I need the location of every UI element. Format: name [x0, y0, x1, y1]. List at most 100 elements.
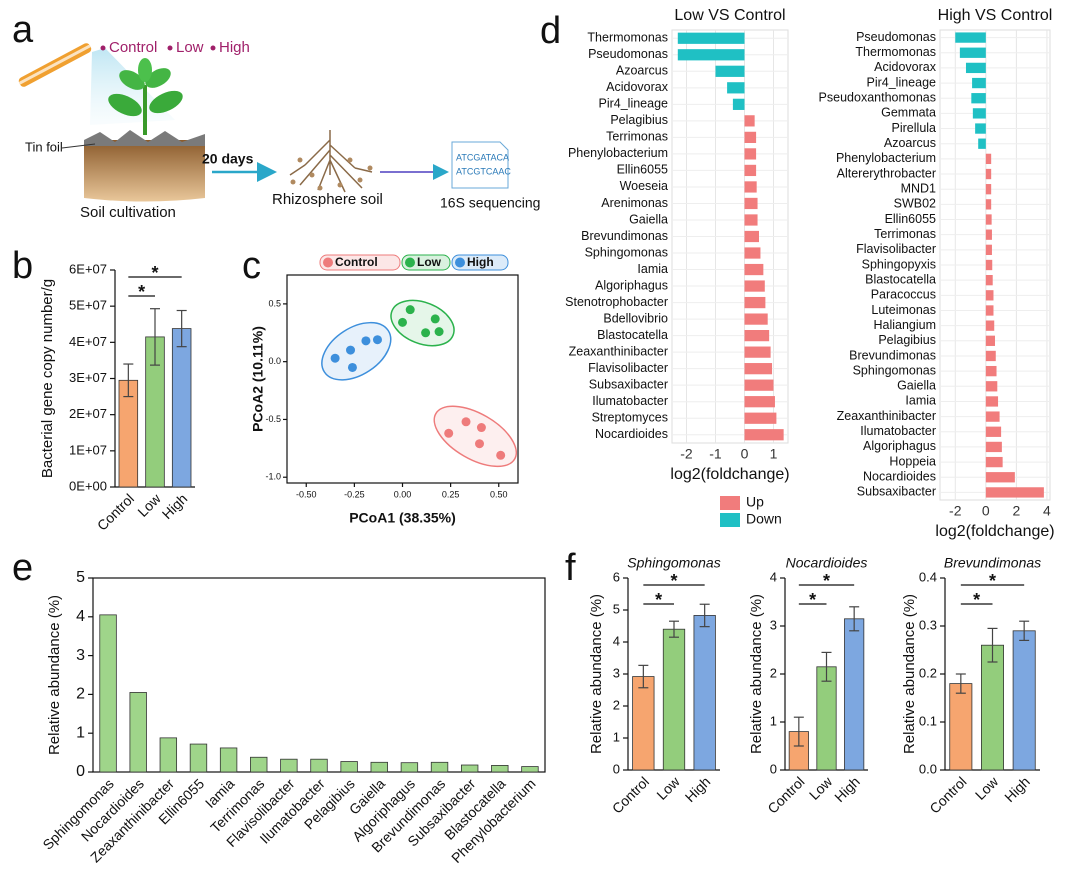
- bar: [985, 350, 996, 362]
- chart-title: Brevundimonas: [944, 555, 1041, 571]
- y-tick-label: 1: [770, 713, 777, 728]
- bar: [250, 756, 268, 773]
- bar: [985, 320, 995, 331]
- category-label: Sphingopyxis: [862, 257, 936, 271]
- bar: [159, 737, 178, 773]
- bar: [981, 644, 1004, 771]
- bar: [460, 764, 479, 773]
- category-label: Ellin6055: [617, 163, 668, 177]
- bar: [978, 138, 986, 149]
- category-label: Gaiella: [897, 379, 936, 393]
- y-tick-label: 0: [613, 761, 620, 776]
- category-label: Iamia: [905, 394, 936, 408]
- category-label: Azoarcus: [884, 136, 936, 150]
- bar: [985, 411, 1000, 422]
- bar: [985, 305, 994, 316]
- sequence: ATCGATACA: [456, 152, 509, 162]
- bar: [400, 762, 419, 773]
- sprayer-shine: [18, 44, 91, 85]
- soil-particles: [290, 157, 373, 191]
- bar: [744, 148, 757, 160]
- category-label: SWB02: [894, 197, 936, 211]
- x-axis-label: log2(foldchange): [670, 466, 789, 483]
- y-tick-label: 2: [76, 686, 85, 703]
- category-label: Bdellovibrio: [603, 311, 668, 325]
- schematic: Control Low High Tin foil Soil cultivati…: [18, 39, 540, 221]
- y-tick-label: 6: [613, 569, 620, 584]
- bar: [491, 765, 509, 773]
- category-label: Zeaxanthinibacter: [837, 409, 936, 423]
- x-tick-label: 0.50: [490, 489, 508, 499]
- x-tick-label: Low: [653, 773, 683, 803]
- label: Rhizosphere soil: [272, 191, 383, 208]
- bar: [985, 487, 1044, 498]
- category-label: Terrimonas: [874, 227, 936, 241]
- point: [330, 353, 340, 363]
- y-axis-label: Bacterial gene copy number/g: [39, 279, 56, 478]
- x-tick-label: 1: [770, 446, 778, 462]
- group-ellipse: [433, 405, 518, 468]
- y-axis-label: Relative abundance (%): [748, 594, 765, 754]
- bar: [632, 676, 655, 771]
- category-label: Algoriphagus: [863, 439, 936, 453]
- y-tick-label: 4: [613, 633, 620, 648]
- y-tick-label: 3E+07: [69, 370, 107, 385]
- bar: [985, 365, 997, 377]
- significance: *: [151, 263, 158, 283]
- category-label: Acidovorax: [606, 80, 669, 94]
- y-tick-label: 0.2: [919, 665, 937, 680]
- bar: [985, 472, 1015, 483]
- bar: [280, 758, 298, 773]
- y-tick-label: 0E+00: [69, 478, 107, 493]
- category-label: Ellin6055: [885, 212, 936, 226]
- bar: [744, 181, 757, 193]
- y-tick-label: 5: [613, 601, 620, 616]
- bar: [715, 65, 745, 77]
- significance: *: [655, 590, 662, 610]
- x-tick-label: Low: [134, 490, 164, 520]
- bar: [985, 381, 998, 392]
- x-tick-label: 0: [741, 446, 749, 462]
- point: [372, 335, 382, 345]
- label: Tin foil: [25, 139, 63, 154]
- bar: [985, 259, 993, 271]
- category-label: Pseudomonas: [856, 30, 936, 44]
- category-label: Pelagibius: [610, 113, 668, 127]
- bar: [965, 62, 986, 74]
- x-tick-label: 4: [1043, 503, 1051, 519]
- category-label: Brevundimonas: [849, 348, 936, 362]
- point: [496, 450, 506, 460]
- category-label: Pir4_lineage: [599, 97, 669, 111]
- sequence: ATCGTCAAC: [456, 166, 511, 176]
- category-label: Pir4_lineage: [867, 75, 937, 89]
- x-tick-label: High: [1001, 773, 1033, 805]
- category-label: Sphingomonas: [853, 363, 936, 377]
- x-tick-label: High: [682, 773, 714, 805]
- significance: *: [670, 571, 677, 591]
- y-tick-label: 1E+07: [69, 442, 107, 457]
- y-tick-label: -1.0: [265, 472, 281, 482]
- legend-box: [451, 254, 509, 271]
- bar: [985, 275, 993, 286]
- bar: [985, 441, 1002, 453]
- legend-label: Low: [417, 255, 442, 269]
- category-label: Paracoccus: [871, 288, 936, 302]
- bar: [744, 280, 765, 292]
- legend-swatch: [455, 257, 465, 268]
- y-tick-label: 0.1: [919, 713, 937, 728]
- bar: [985, 168, 992, 180]
- bar: [310, 758, 328, 773]
- legend-label: Control: [335, 255, 378, 269]
- y-axis-label: PCoA2 (10.11%): [250, 326, 266, 432]
- category-label: Luteimonas: [871, 303, 936, 317]
- x-tick-label: Control: [764, 773, 807, 816]
- bar: [744, 429, 784, 441]
- panel-label: f: [565, 547, 576, 589]
- point: [434, 327, 444, 337]
- category-label: Ilumatobacter: [860, 424, 936, 438]
- treatment: Control: [109, 39, 157, 56]
- legend-swatch: [720, 496, 740, 510]
- significance: *: [823, 571, 830, 591]
- y-tick-label: 3: [613, 665, 620, 680]
- legend-box: [401, 254, 451, 271]
